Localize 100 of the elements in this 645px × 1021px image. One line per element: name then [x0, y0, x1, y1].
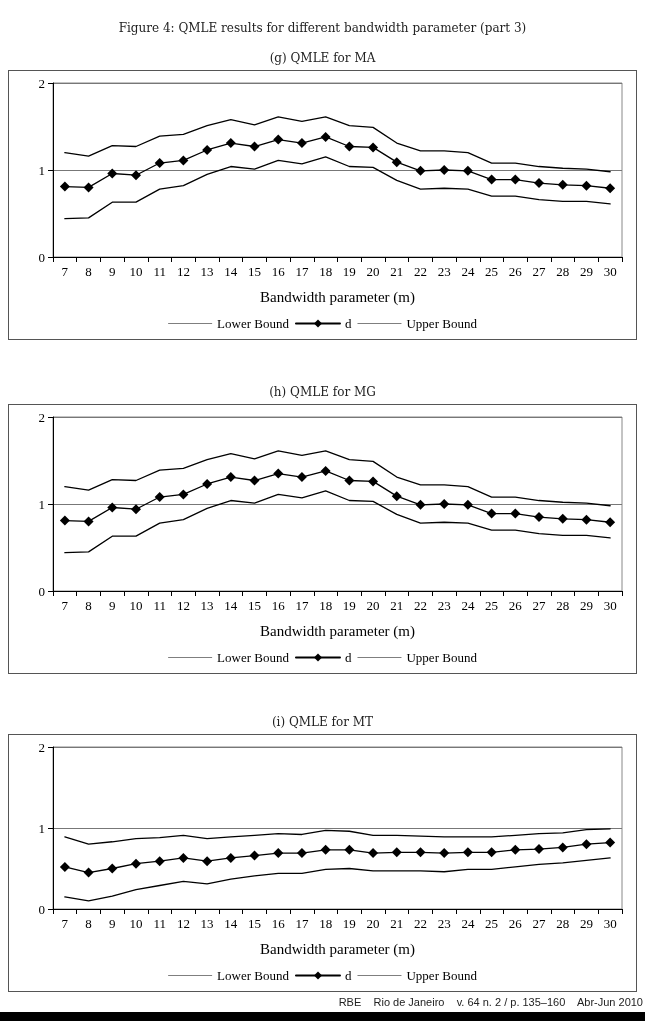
- x-tick-label: 21: [390, 598, 404, 613]
- x-tick-label: 22: [413, 598, 427, 613]
- point: [486, 174, 497, 185]
- point: [557, 513, 568, 524]
- x-tick-label: 22: [413, 916, 427, 931]
- x-tick-label: 18: [319, 598, 333, 613]
- point: [154, 158, 165, 169]
- x-tick-label: 27: [532, 598, 547, 613]
- point: [249, 475, 260, 486]
- x-tick-label: 7: [61, 916, 69, 931]
- x-tick-label: 8: [85, 916, 92, 931]
- point: [557, 842, 568, 853]
- x-tick-label: 26: [508, 598, 523, 613]
- point: [344, 844, 355, 855]
- chart-subtitle: (i) QMLE for MT: [270, 714, 375, 731]
- point: [534, 512, 545, 523]
- x-tick-label: 23: [437, 264, 451, 279]
- point: [225, 852, 236, 863]
- x-tick-label: 17: [295, 598, 309, 613]
- point: [581, 839, 592, 850]
- x-tick-label: 29: [579, 916, 593, 931]
- point: [296, 848, 307, 859]
- point: [178, 155, 189, 166]
- x-tick-label: 11: [153, 916, 166, 931]
- legend-label: d: [344, 968, 352, 983]
- y-tick-label: 1: [38, 820, 45, 836]
- point: [534, 844, 545, 855]
- x-tick-label: 25: [485, 916, 499, 931]
- point: [439, 165, 450, 175]
- x-tick-label: 15: [248, 598, 262, 613]
- x-tick-label: 16: [271, 598, 286, 613]
- x-tick-label: 18: [319, 916, 333, 931]
- y-tick-label: 0: [38, 583, 45, 599]
- x-tick-label: 9: [109, 916, 116, 931]
- point: [605, 517, 616, 528]
- y-tick-label: 0: [38, 249, 45, 265]
- line-series: [64, 156, 611, 220]
- x-tick-label: 17: [295, 264, 309, 279]
- point: [273, 134, 284, 145]
- text: RBE Rio de Janeiro v. 64 n. 2 / p. 135–160 Abr-Jun 2010: [337, 996, 644, 1010]
- y-tick-label: 2: [38, 409, 45, 425]
- point: [344, 475, 355, 486]
- x-tick-label: 8: [85, 264, 92, 279]
- x-tick-label: 30: [603, 598, 617, 613]
- x-tick-label: 20: [366, 598, 380, 613]
- legend-label: d: [344, 650, 352, 665]
- point: [462, 847, 473, 858]
- x-tick-label: 19: [342, 264, 356, 279]
- x-tick-label: 28: [556, 916, 570, 931]
- point: [130, 858, 141, 869]
- legend-label: Upper Bound: [406, 968, 478, 983]
- point: [130, 504, 141, 515]
- point: [368, 476, 379, 487]
- point: [296, 138, 307, 149]
- point: [581, 180, 592, 191]
- point: [320, 465, 331, 476]
- line-series: [64, 490, 611, 554]
- legend-label: Upper Bound: [406, 316, 478, 331]
- point: [130, 170, 141, 181]
- legend-label: Upper Bound: [406, 650, 478, 665]
- point: [320, 131, 331, 142]
- point: [178, 852, 189, 863]
- x-tick-label: 23: [437, 598, 451, 613]
- point: [249, 141, 260, 152]
- x-tick-label: 12: [176, 598, 190, 613]
- point: [605, 183, 616, 194]
- point: [534, 178, 545, 189]
- x-tick-label: 14: [224, 598, 238, 613]
- point: [510, 844, 521, 855]
- line-series: [64, 828, 611, 845]
- y-tick-label: 0: [38, 901, 45, 917]
- point: [273, 848, 284, 859]
- point: [486, 847, 497, 858]
- point: [581, 514, 592, 525]
- x-tick-label: 19: [342, 598, 356, 613]
- legend-label: Lower Bound: [217, 968, 290, 983]
- legend-label: d: [344, 316, 352, 331]
- point: [83, 516, 94, 527]
- x-tick-label: 13: [200, 264, 214, 279]
- point: [249, 850, 260, 861]
- point: [415, 847, 426, 858]
- point: [154, 856, 165, 867]
- chart-subtitle: (h) QMLE for MG: [268, 384, 377, 401]
- x-tick-label: 30: [603, 264, 617, 279]
- x-tick-label: 26: [508, 916, 523, 931]
- line-series: [64, 450, 611, 507]
- y-tick-label: 1: [38, 496, 45, 512]
- point: [391, 847, 402, 858]
- x-tick-label: 24: [461, 264, 475, 279]
- x-tick-label: 10: [129, 264, 143, 279]
- y-tick-label: 2: [38, 739, 45, 755]
- x-tick-label: 27: [532, 264, 547, 279]
- x-tick-label: 14: [224, 264, 238, 279]
- x-tick-label: 25: [485, 598, 499, 613]
- x-tick-label: 24: [461, 598, 475, 613]
- x-tick-label: 25: [485, 264, 499, 279]
- x-tick-label: 17: [295, 916, 309, 931]
- point: [59, 181, 70, 192]
- x-tick-label: 16: [271, 916, 286, 931]
- point: [178, 489, 189, 500]
